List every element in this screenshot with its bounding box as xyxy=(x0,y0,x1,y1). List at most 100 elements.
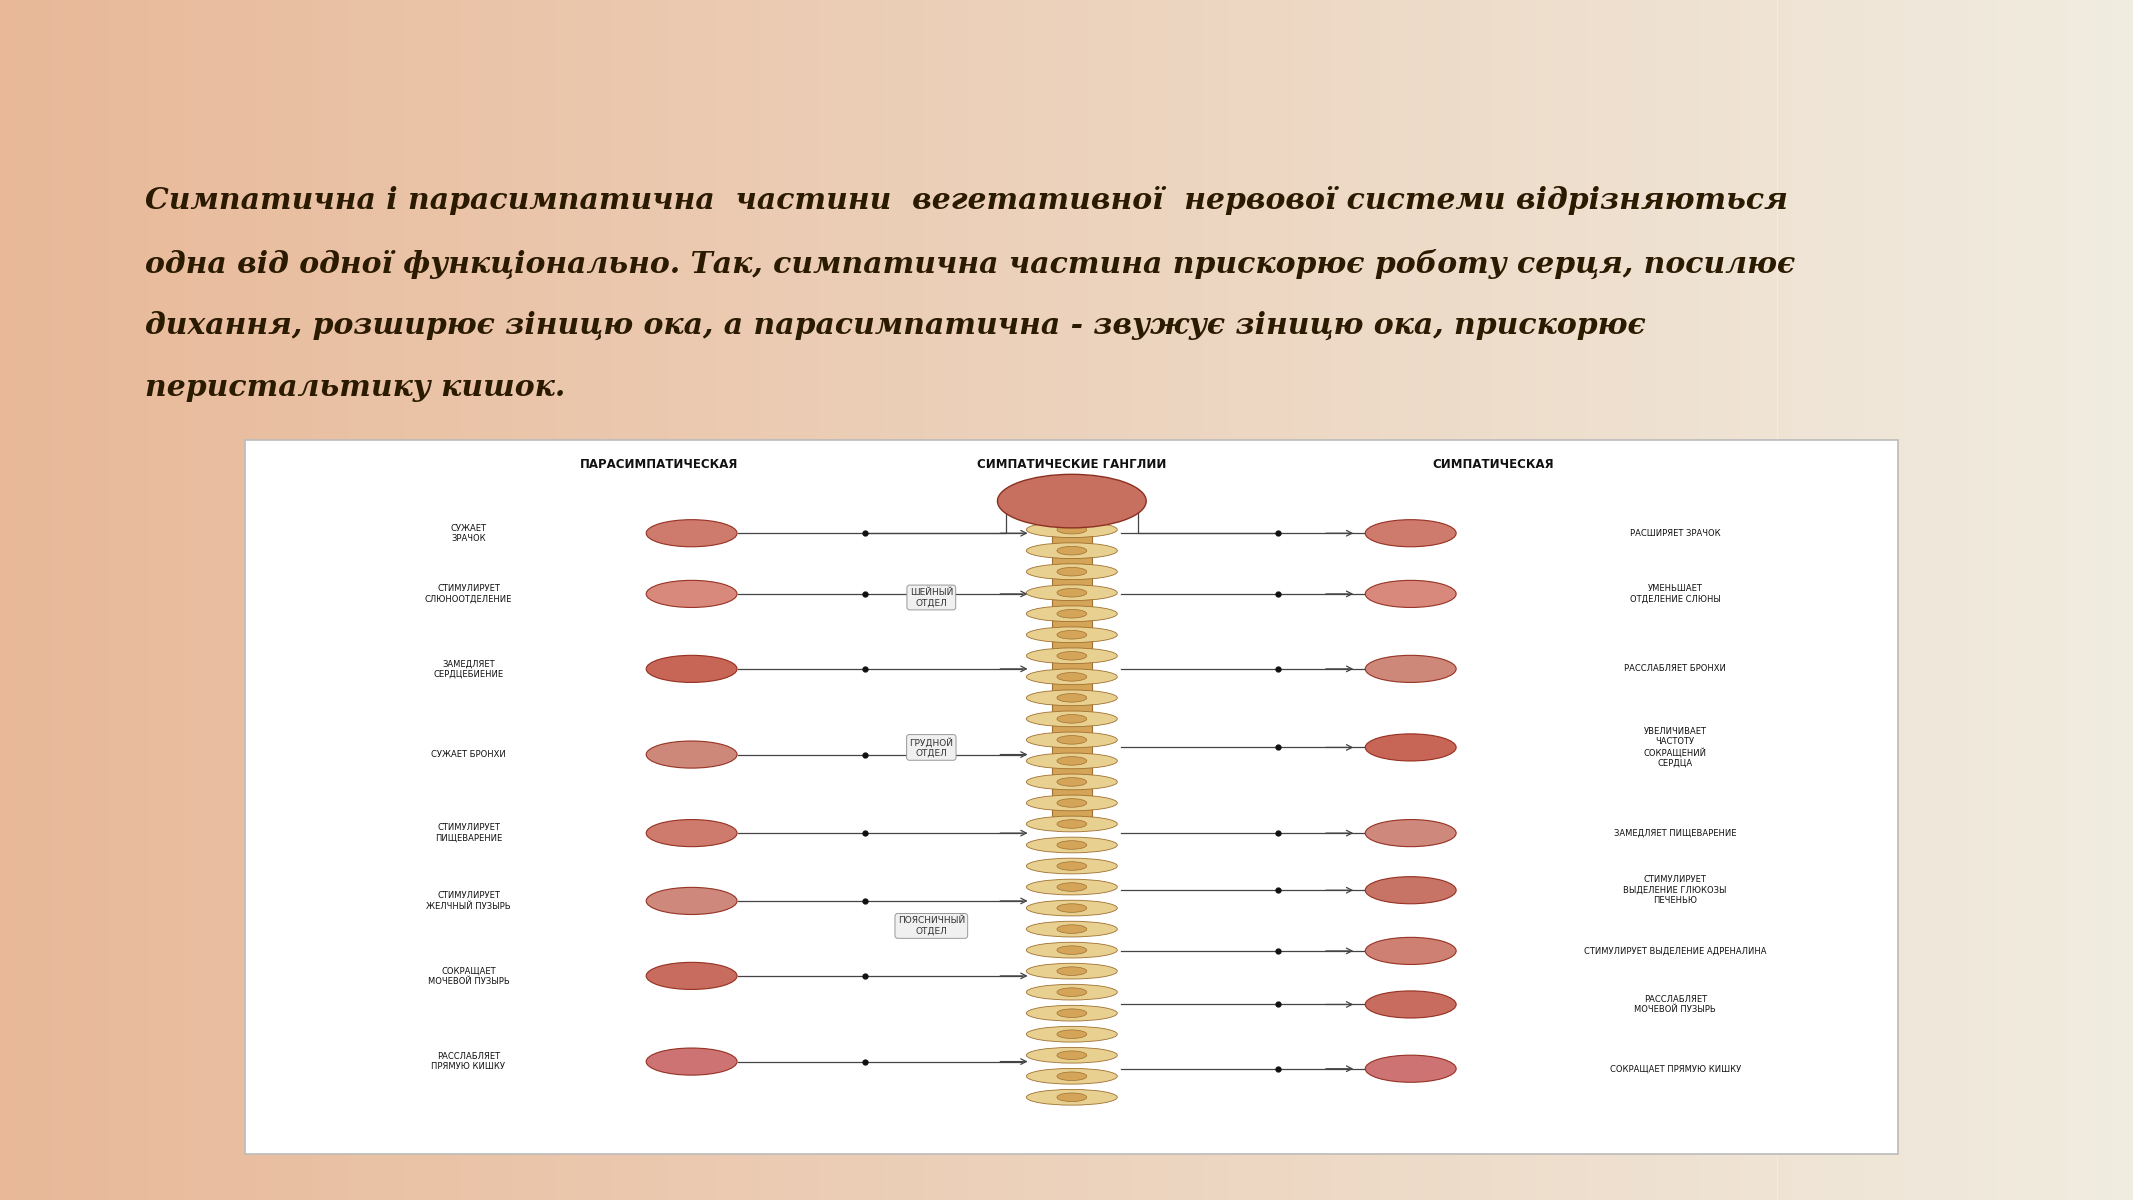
Ellipse shape xyxy=(1026,606,1118,622)
Bar xyxy=(1365,0,1372,1200)
Bar xyxy=(1664,0,1670,1200)
Bar xyxy=(655,0,661,1200)
Bar xyxy=(582,0,591,1200)
Bar xyxy=(1777,0,1785,1200)
Ellipse shape xyxy=(1026,922,1118,937)
Bar xyxy=(128,0,134,1200)
Bar xyxy=(122,0,128,1200)
Bar xyxy=(1636,0,1642,1200)
Bar xyxy=(1380,0,1386,1200)
Text: перистальтику кишок.: перистальтику кишок. xyxy=(145,373,565,402)
Bar xyxy=(412,0,420,1200)
Bar xyxy=(1792,0,1798,1200)
Bar xyxy=(555,0,561,1200)
Bar xyxy=(1052,502,1092,822)
Bar xyxy=(1743,0,1749,1200)
Bar xyxy=(1883,0,1892,1200)
Bar xyxy=(469,0,476,1200)
Bar xyxy=(491,0,497,1200)
Ellipse shape xyxy=(646,887,738,914)
Bar xyxy=(902,0,911,1200)
Bar xyxy=(100,0,107,1200)
Bar xyxy=(2075,0,2084,1200)
Text: СУЖАЕТ
ЗРАЧОК: СУЖАЕТ ЗРАЧОК xyxy=(450,523,486,542)
Bar xyxy=(1017,0,1024,1200)
Bar xyxy=(1615,0,1621,1200)
Bar xyxy=(1273,0,1280,1200)
Bar xyxy=(689,0,697,1200)
Ellipse shape xyxy=(1058,988,1086,996)
Bar xyxy=(576,0,582,1200)
Text: СУЖАЕТ БРОНХИ: СУЖАЕТ БРОНХИ xyxy=(431,750,506,760)
Bar xyxy=(789,0,796,1200)
Ellipse shape xyxy=(1058,904,1086,912)
Ellipse shape xyxy=(1026,1090,1118,1105)
Ellipse shape xyxy=(646,655,738,683)
Bar xyxy=(2084,0,2090,1200)
Bar xyxy=(1401,0,1408,1200)
Bar xyxy=(1372,0,1380,1200)
Bar xyxy=(320,0,326,1200)
Bar xyxy=(1359,0,1365,1200)
Bar xyxy=(825,0,832,1200)
Bar xyxy=(619,0,625,1200)
Bar xyxy=(740,0,747,1200)
Bar xyxy=(1657,0,1664,1200)
Ellipse shape xyxy=(646,581,738,607)
Bar xyxy=(1593,0,1600,1200)
Bar xyxy=(92,0,100,1200)
Bar xyxy=(442,0,448,1200)
Bar xyxy=(1734,0,1743,1200)
Bar xyxy=(1999,0,2005,1200)
Bar xyxy=(1749,0,1755,1200)
Text: ЗАМЕДЛЯЕТ ПИЩЕВАРЕНИЕ: ЗАМЕДЛЯЕТ ПИЩЕВАРЕНИЕ xyxy=(1615,828,1736,838)
Bar xyxy=(860,0,868,1200)
Bar xyxy=(625,0,634,1200)
Ellipse shape xyxy=(1026,542,1118,558)
Bar xyxy=(753,0,761,1200)
Text: РАСШИРЯЕТ ЗРАЧОК: РАСШИРЯЕТ ЗРАЧОК xyxy=(1630,529,1721,538)
Bar xyxy=(134,0,143,1200)
Bar xyxy=(1691,0,1700,1200)
Bar xyxy=(817,0,825,1200)
Bar xyxy=(981,0,988,1200)
Ellipse shape xyxy=(1058,736,1086,744)
Bar xyxy=(1472,0,1478,1200)
Ellipse shape xyxy=(1058,672,1086,682)
Bar xyxy=(591,0,597,1200)
Bar xyxy=(1905,0,1913,1200)
Bar xyxy=(2105,0,2112,1200)
Bar xyxy=(277,0,284,1200)
Bar xyxy=(356,0,363,1200)
Text: ПОЯСНИЧНЫЙ
ОТДЕЛ: ПОЯСНИЧНЫЙ ОТДЕЛ xyxy=(898,917,964,936)
Bar xyxy=(570,0,576,1200)
Bar xyxy=(2097,0,2105,1200)
Bar xyxy=(1926,0,1935,1200)
Bar xyxy=(2127,0,2133,1200)
Ellipse shape xyxy=(1026,942,1118,958)
Text: СИМПАТИЧЕСКИЕ ГАНГЛИИ: СИМПАТИЧЕСКИЕ ГАНГЛИИ xyxy=(977,458,1167,472)
Bar xyxy=(1103,0,1109,1200)
Bar xyxy=(518,0,527,1200)
Bar xyxy=(2011,0,2020,1200)
Bar xyxy=(1003,0,1009,1200)
Bar xyxy=(1423,0,1429,1200)
Bar xyxy=(305,0,314,1200)
Bar xyxy=(405,0,412,1200)
Bar xyxy=(79,0,85,1200)
Bar xyxy=(697,0,704,1200)
Bar xyxy=(747,0,753,1200)
Ellipse shape xyxy=(1026,900,1118,916)
Bar xyxy=(2005,0,2011,1200)
Bar xyxy=(220,0,228,1200)
Bar xyxy=(966,0,975,1200)
Bar xyxy=(1152,0,1158,1200)
Bar xyxy=(335,0,341,1200)
Bar xyxy=(1977,0,1984,1200)
Bar xyxy=(2026,0,2033,1200)
Bar xyxy=(1201,0,1209,1200)
Bar xyxy=(924,0,932,1200)
Text: РАССЛАБЛЯЕТ
ПРЯМУЮ КИШКУ: РАССЛАБЛЯЕТ ПРЯМУЮ КИШКУ xyxy=(431,1052,506,1072)
Bar xyxy=(661,0,668,1200)
Bar xyxy=(1450,0,1457,1200)
